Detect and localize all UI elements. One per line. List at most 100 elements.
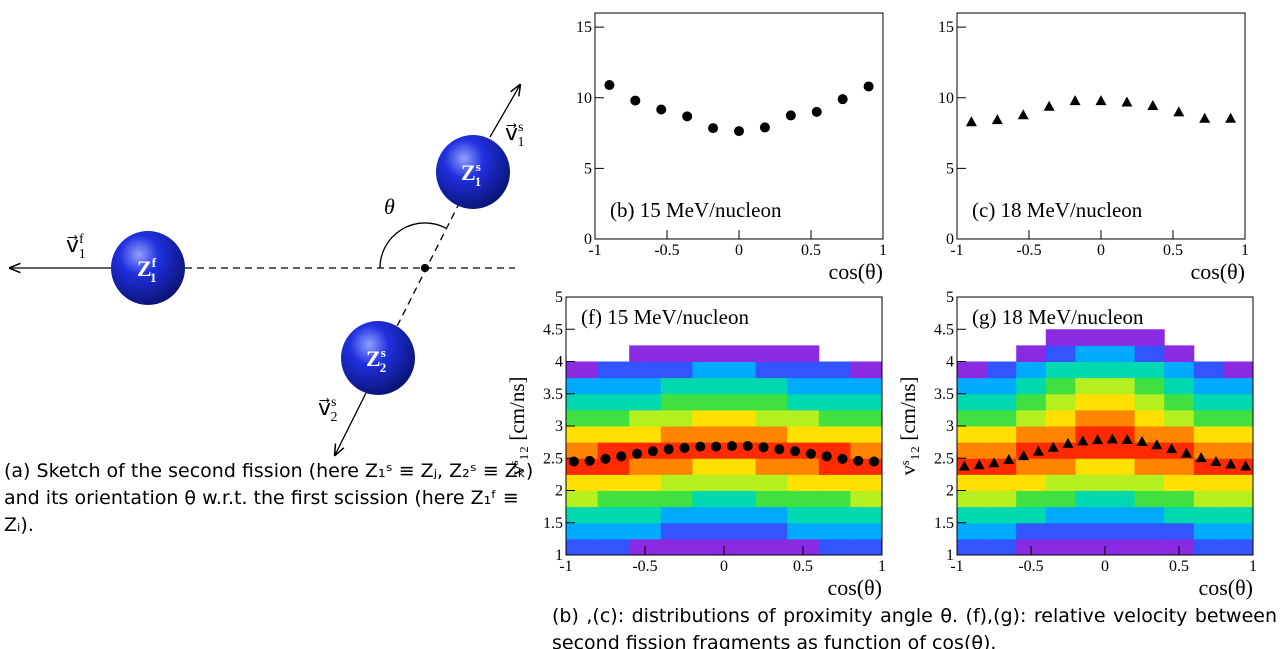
heatmap-cell	[566, 409, 599, 427]
marker	[1151, 439, 1163, 450]
marker	[1077, 435, 1089, 446]
heatmap-cell	[1223, 409, 1254, 427]
heatmap-cell	[755, 490, 788, 508]
sup: f	[79, 232, 84, 247]
heatmap-cell	[1016, 345, 1047, 362]
panel-label: (g) 18 MeV/nucleon	[972, 305, 1144, 329]
heatmap-cell	[1223, 522, 1254, 540]
heatmap-cell	[692, 361, 725, 379]
heatmap-cell	[1075, 329, 1106, 346]
marker	[1166, 443, 1178, 454]
heatmap-cell	[1223, 442, 1254, 459]
heatmap-cell	[1045, 393, 1076, 411]
heatmap-cell	[1045, 538, 1076, 556]
sub: 2	[330, 410, 337, 425]
heatmap-cell	[1075, 409, 1106, 427]
heatmap-cell	[597, 474, 630, 491]
heatmap-cell	[986, 538, 1017, 556]
heatmap-cell	[724, 345, 757, 362]
base: Z	[461, 160, 476, 185]
heatmap-cell	[1134, 377, 1165, 395]
heatmap-cell	[566, 393, 599, 411]
heatmap-cell	[1105, 506, 1136, 524]
caption: (b) ,(c): distributions of proximity ang…	[552, 605, 1277, 649]
x-tick-label: -1	[950, 558, 963, 575]
x-axis-label: cos(θ)	[1190, 259, 1245, 284]
heatmap-cell	[1105, 442, 1136, 459]
heatmap-cell	[660, 377, 693, 395]
marker	[1147, 100, 1159, 111]
heatmap-cell	[1075, 522, 1106, 540]
heatmap-cell	[597, 426, 630, 443]
heatmap-cell	[1045, 490, 1076, 508]
sub: 1	[150, 270, 157, 285]
heatmap-cell	[787, 506, 820, 524]
y-tick-label: 3	[555, 418, 563, 435]
heatmap-cell	[1075, 361, 1106, 379]
marker	[584, 455, 595, 466]
heatmap-cell	[1134, 426, 1165, 443]
y-tick-label: 5	[555, 289, 563, 306]
sketch-labels: Zf 1 Zs 1 Zs 2 v⃗f 1 v⃗s 1 v⃗s 2 θ	[66, 120, 524, 425]
y-tick-label: 2	[555, 483, 563, 500]
heatmap-cell	[566, 426, 599, 443]
sphere	[111, 231, 185, 305]
heatmap-cell	[986, 409, 1017, 427]
heatmap-cell	[1105, 409, 1136, 427]
x-tick-label: -1	[588, 242, 601, 259]
heatmap-cell	[818, 377, 851, 395]
marker	[679, 442, 690, 453]
heatmap-cell	[629, 474, 662, 491]
y-axis-label: vˢ₁₂ [cm/ns]	[505, 376, 529, 475]
heatmap-cell	[986, 377, 1017, 395]
heatmap-cell	[1045, 361, 1076, 379]
heatmap-cell	[692, 458, 725, 475]
heatmap-cell	[629, 522, 662, 540]
heatmap-cell	[1223, 361, 1254, 379]
label: Zs 2	[366, 345, 386, 375]
heatmap-cell	[660, 474, 693, 491]
heatmap-cell	[850, 393, 883, 411]
x-tick-label: -0.5	[1016, 242, 1041, 259]
heatmap-cell	[1075, 506, 1106, 524]
heatmap-cell	[957, 361, 988, 379]
y-tick-label: 4.5	[934, 321, 954, 338]
caption-a: (a) Sketch of the second fission (here Z…	[4, 460, 534, 536]
base: v⃗	[318, 395, 331, 420]
heatmap-cell	[566, 538, 599, 556]
arrow-v2s	[335, 392, 367, 455]
heatmap-cell	[660, 490, 693, 508]
marker	[1017, 109, 1029, 120]
marker	[958, 460, 970, 471]
heatmap-cell	[629, 490, 662, 508]
marker	[726, 440, 737, 451]
marker	[1173, 106, 1185, 117]
heatmap-cell	[724, 361, 757, 379]
sup: s	[476, 159, 481, 174]
marker	[1225, 112, 1237, 123]
heatmap-cell	[1016, 426, 1047, 443]
heatmap-cell	[692, 377, 725, 395]
marker	[647, 446, 658, 457]
heatmap-cell	[986, 506, 1017, 524]
y-axis-label: vˢ₁₂ [cm/ns]	[896, 376, 920, 475]
heatmap-cell	[957, 442, 988, 459]
heatmap-cell	[1134, 409, 1165, 427]
heatmap-cell	[818, 522, 851, 540]
marker	[1069, 95, 1081, 106]
heatmap-cell	[850, 409, 883, 427]
heatmap-cell	[1105, 393, 1136, 411]
heatmap-cell	[1105, 458, 1136, 475]
heatmap-cell	[818, 538, 851, 556]
x-tick-label: -1	[950, 242, 963, 259]
heatmap-cell	[1045, 506, 1076, 524]
angle-arc	[379, 222, 446, 269]
heatmap-cell	[755, 474, 788, 491]
heatmap-cell	[1193, 393, 1224, 411]
heatmap-cell	[629, 345, 662, 362]
heatmap-cell	[692, 506, 725, 524]
heatmap-cell	[818, 426, 851, 443]
x-tick-label: 1	[879, 242, 887, 259]
y-tick-label: 5	[946, 289, 954, 306]
heatmap-cell	[629, 409, 662, 427]
